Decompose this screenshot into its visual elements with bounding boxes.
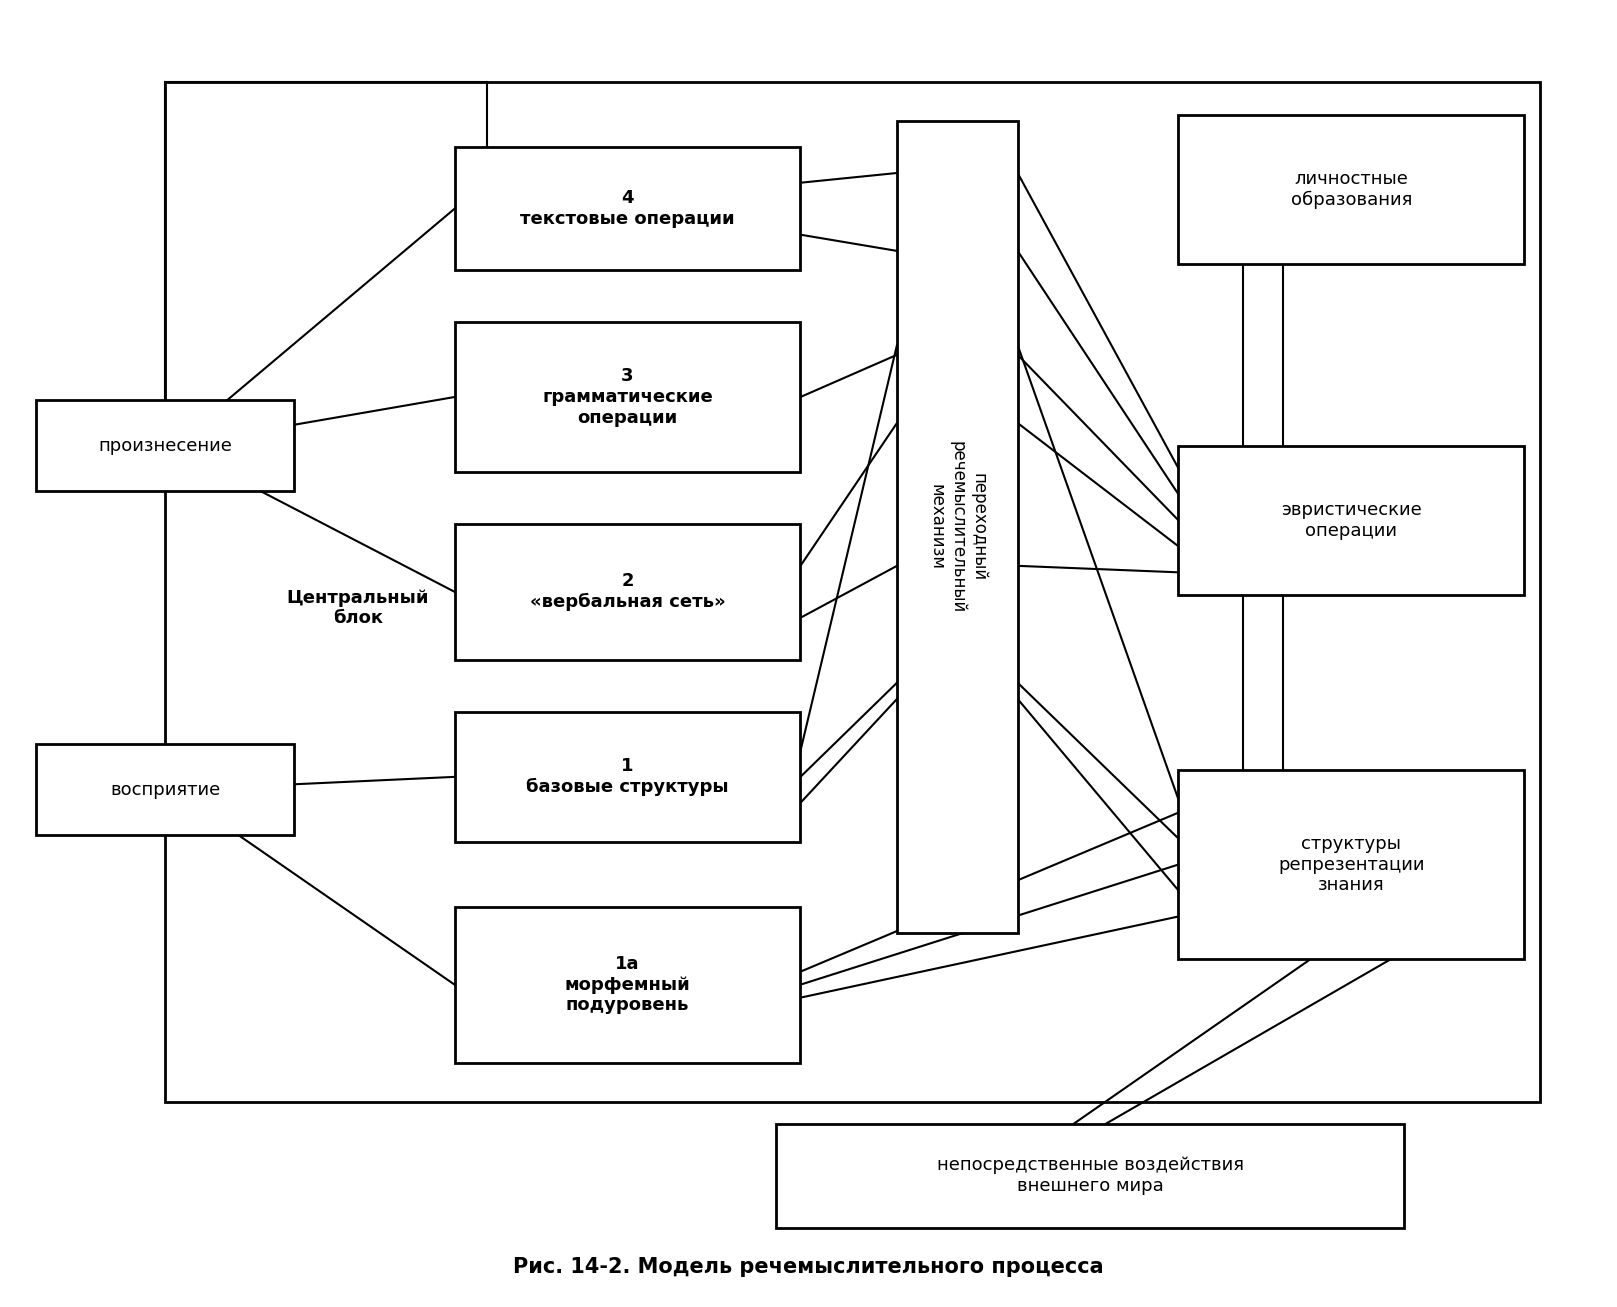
Text: личностные
образования: личностные образования: [1290, 170, 1412, 209]
FancyBboxPatch shape: [454, 146, 800, 271]
FancyBboxPatch shape: [36, 745, 294, 835]
FancyBboxPatch shape: [897, 122, 1017, 933]
Text: непосредственные воздействия
внешнего мира: непосредственные воздействия внешнего ми…: [936, 1157, 1243, 1195]
Text: восприятие: восприятие: [110, 780, 220, 799]
Text: переходный
речемыслительный
механизм: переходный речемыслительный механизм: [928, 440, 986, 613]
FancyBboxPatch shape: [1179, 770, 1525, 959]
FancyBboxPatch shape: [454, 524, 800, 660]
FancyBboxPatch shape: [776, 1124, 1404, 1227]
Text: Центральный
блок: Центральный блок: [286, 588, 430, 627]
Text: произнесение: произнесение: [99, 437, 231, 455]
FancyBboxPatch shape: [165, 82, 1541, 1102]
Text: структуры
репрезентации
знания: структуры репрезентации знания: [1277, 835, 1425, 894]
Text: 2
«вербальная сеть»: 2 «вербальная сеть»: [530, 572, 726, 612]
FancyBboxPatch shape: [1179, 446, 1525, 595]
Text: Рис. 14-2. Модель речемыслительного процесса: Рис. 14-2. Модель речемыслительного проц…: [513, 1257, 1104, 1277]
FancyBboxPatch shape: [454, 907, 800, 1063]
Text: 3
грамматические
операции: 3 грамматические операции: [542, 367, 713, 427]
Text: 1
базовые структуры: 1 базовые структуры: [526, 757, 729, 796]
FancyBboxPatch shape: [454, 712, 800, 842]
Text: 4
текстовые операции: 4 текстовые операции: [521, 190, 734, 229]
Text: 1а
морфемный
подуровень: 1а морфемный подуровень: [564, 955, 690, 1014]
Text: эвристические
операции: эвристические операции: [1281, 501, 1421, 540]
FancyBboxPatch shape: [36, 400, 294, 491]
FancyBboxPatch shape: [1179, 115, 1525, 264]
FancyBboxPatch shape: [454, 323, 800, 472]
